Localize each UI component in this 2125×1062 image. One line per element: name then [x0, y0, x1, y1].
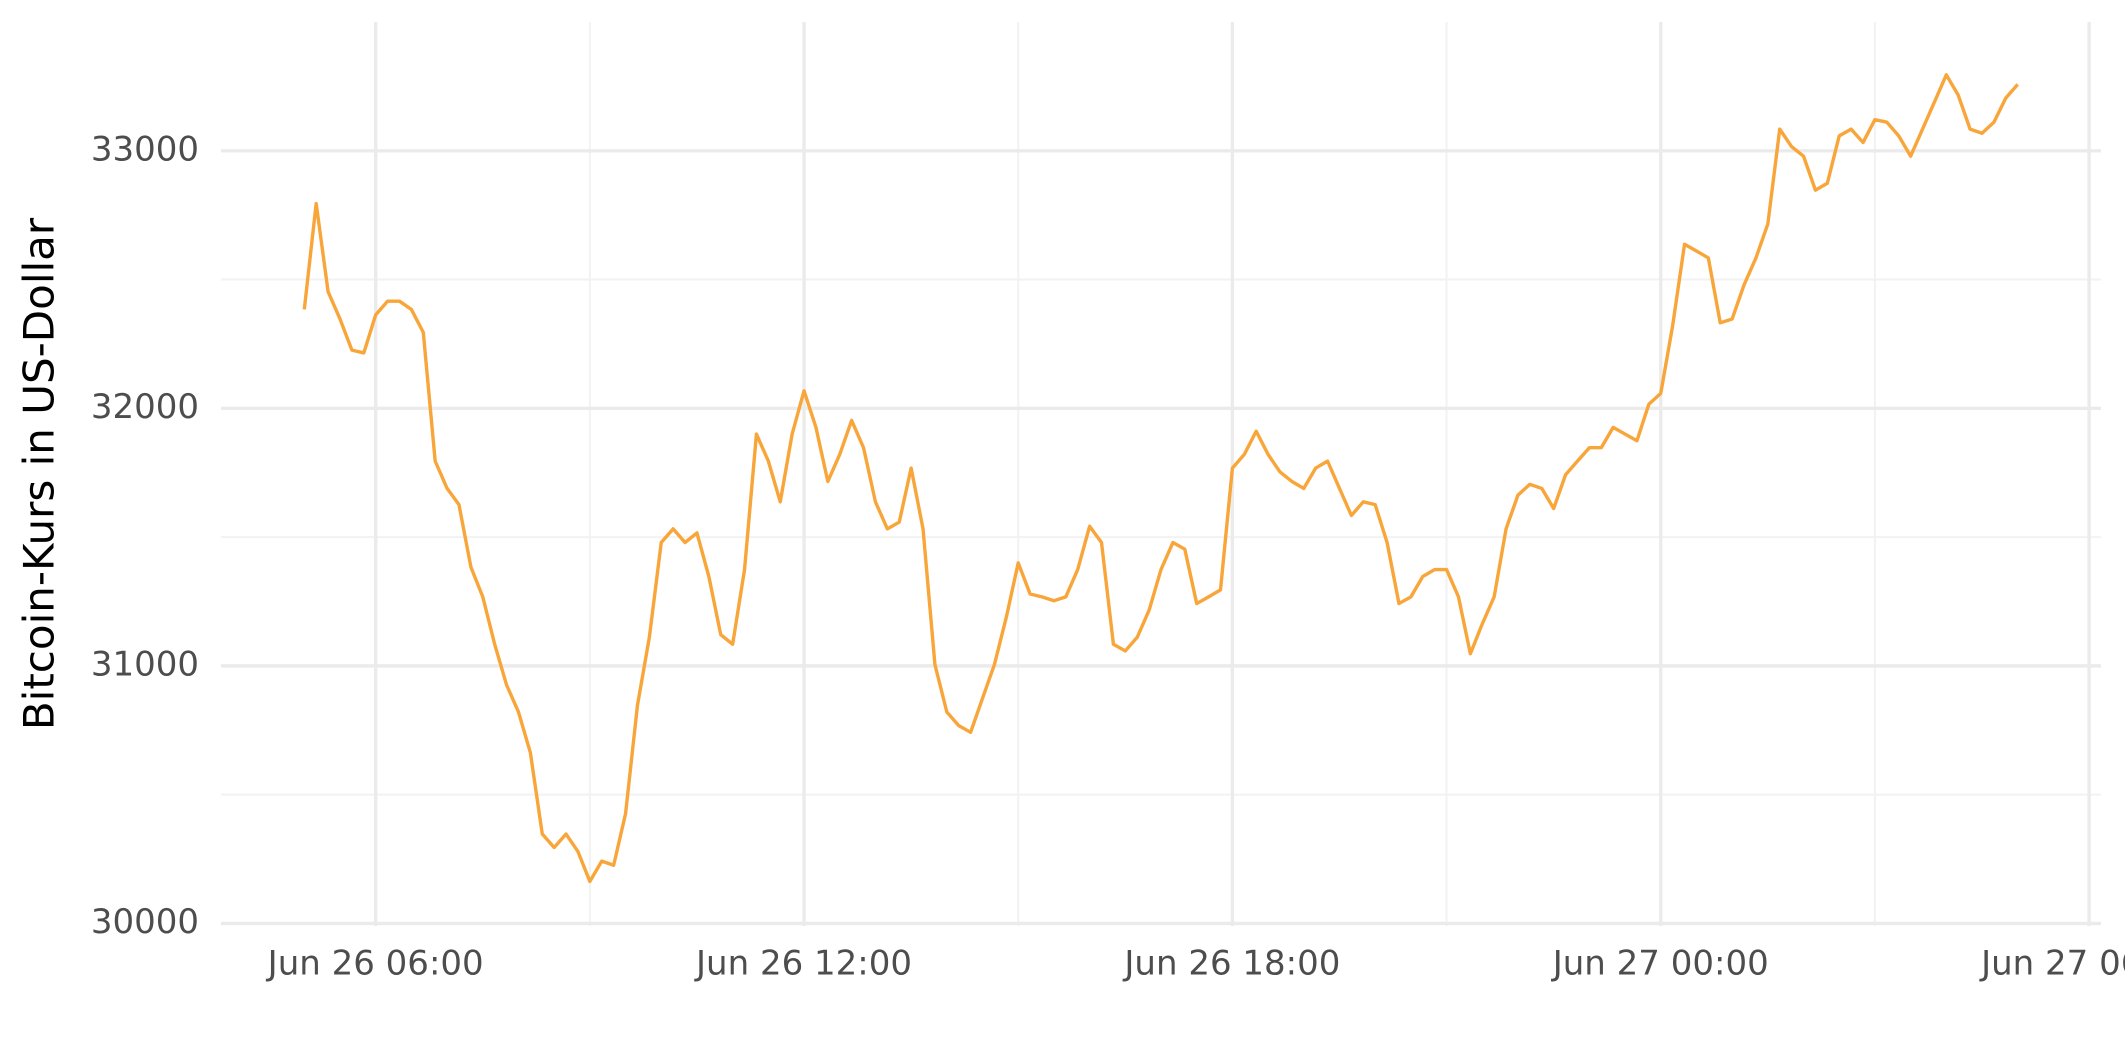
y-tick-label: 32000	[91, 387, 199, 427]
x-tick-label: Jun 27 00:00	[1551, 944, 1769, 984]
x-tick-label: Jun 27 06:00	[1979, 944, 2125, 984]
y-axis-title: Bitcoin-Kurs in US-Dollar	[15, 217, 64, 730]
y-tick-label: 33000	[91, 129, 199, 169]
x-tick-label: Jun 26 18:00	[1122, 944, 1340, 984]
y-tick-label: 31000	[91, 644, 199, 684]
y-tick-label: 30000	[91, 902, 199, 942]
x-tick-label: Jun 26 12:00	[694, 944, 912, 984]
x-tick-label: Jun 26 06:00	[266, 944, 484, 984]
price-line	[302, 73, 2019, 884]
